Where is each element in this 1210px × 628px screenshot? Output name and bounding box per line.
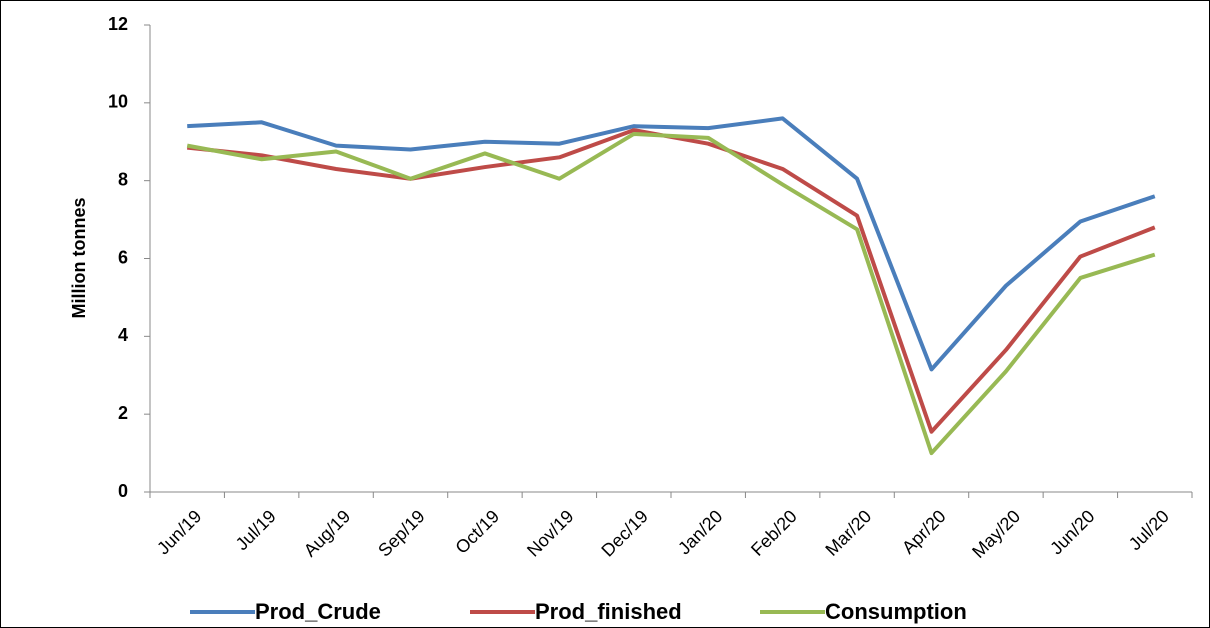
legend-label: Consumption	[825, 599, 967, 624]
y-tick-label: 10	[108, 92, 128, 112]
y-tick-label: 4	[118, 325, 128, 345]
y-tick-label: 8	[118, 169, 128, 189]
series-line	[186, 131, 1156, 456]
legend-label: Prod_finished	[535, 599, 682, 624]
y-axis-label: Million tonnes	[69, 198, 89, 319]
y-tick-label: 0	[118, 481, 128, 501]
series-line	[187, 116, 1156, 372]
legend-label: Prod_Crude	[255, 599, 381, 624]
y-tick-label: 6	[118, 247, 128, 267]
y-tick-label: 12	[108, 14, 128, 34]
y-tick-label: 2	[118, 403, 128, 423]
